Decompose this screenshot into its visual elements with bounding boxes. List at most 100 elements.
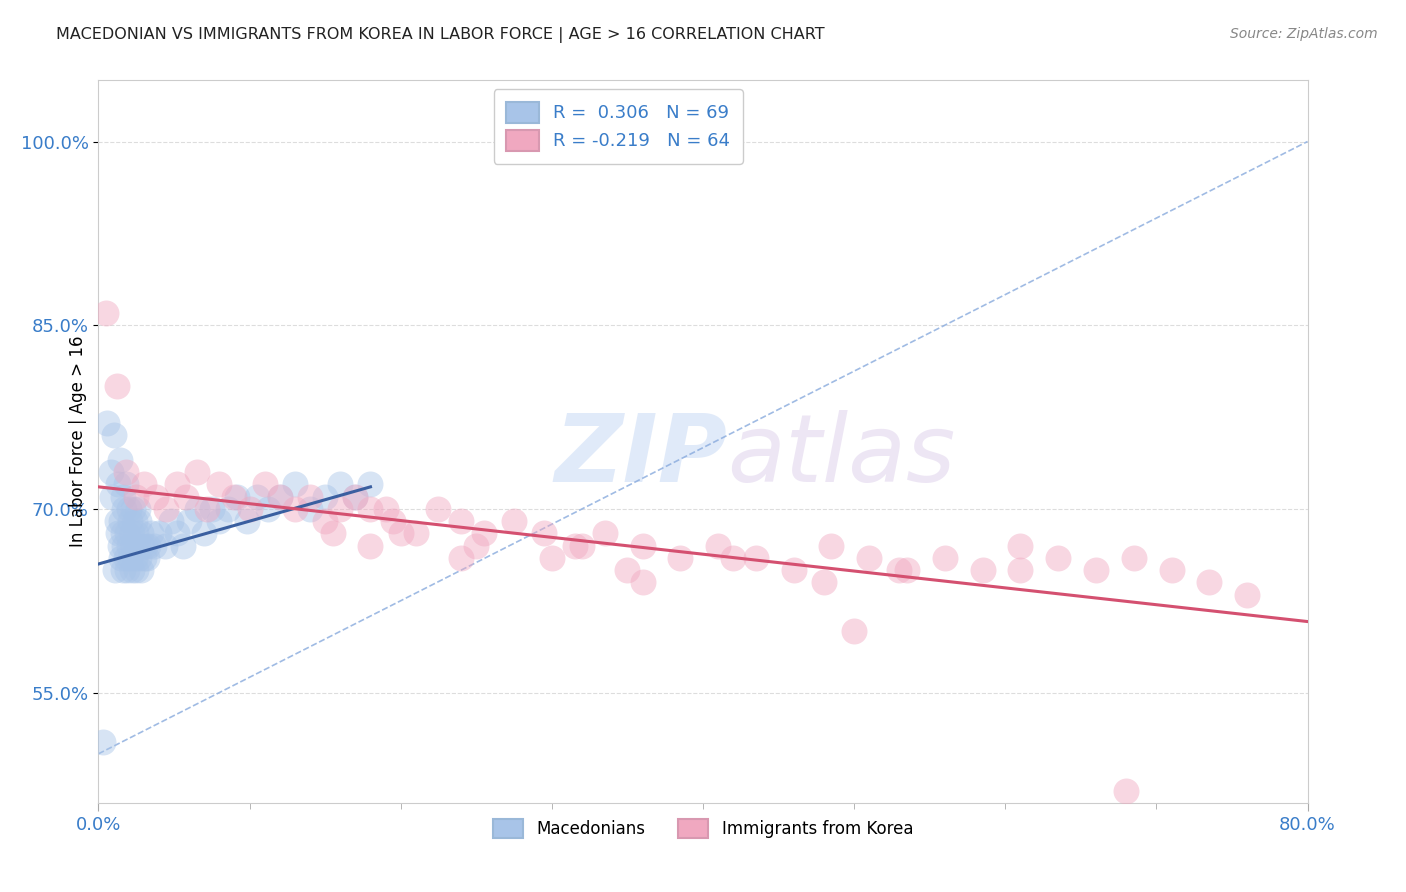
Point — [844, 624, 866, 639]
Point — [125, 563, 148, 577]
Point — [160, 514, 183, 528]
Point — [107, 477, 129, 491]
Point — [127, 502, 149, 516]
Point — [110, 514, 132, 528]
Point — [134, 539, 156, 553]
Point — [132, 477, 155, 491]
Point — [132, 550, 155, 565]
Point — [571, 539, 593, 553]
Point — [329, 502, 352, 516]
Point — [120, 550, 142, 565]
Point — [103, 428, 125, 442]
Point — [172, 539, 194, 553]
Point — [124, 550, 146, 565]
Point — [889, 563, 911, 577]
Point — [783, 563, 806, 577]
Point — [1085, 563, 1108, 577]
Point — [631, 575, 654, 590]
Point — [112, 539, 135, 553]
Y-axis label: In Labor Force | Age > 16: In Labor Force | Age > 16 — [69, 335, 87, 548]
Point — [118, 502, 141, 516]
Point — [124, 514, 146, 528]
Point — [96, 416, 118, 430]
Point — [972, 563, 994, 577]
Point — [104, 563, 127, 577]
Point — [201, 502, 224, 516]
Point — [631, 539, 654, 553]
Point — [166, 526, 188, 541]
Point — [299, 490, 322, 504]
Text: ZIP: ZIP — [554, 410, 727, 502]
Point — [100, 465, 122, 479]
Point — [118, 539, 141, 553]
Point — [186, 465, 208, 479]
Point — [360, 477, 382, 491]
Point — [122, 502, 145, 516]
Point — [344, 490, 367, 504]
Point — [450, 514, 472, 528]
Point — [472, 526, 495, 541]
Point — [195, 502, 218, 516]
Point — [820, 539, 842, 553]
Point — [125, 526, 148, 541]
Point — [314, 490, 336, 504]
Point — [107, 526, 129, 541]
Point — [111, 526, 134, 541]
Point — [299, 502, 322, 516]
Point — [813, 575, 835, 590]
Point — [122, 539, 145, 553]
Point — [533, 526, 555, 541]
Point — [129, 563, 152, 577]
Point — [128, 514, 150, 528]
Point — [166, 477, 188, 491]
Point — [174, 490, 197, 504]
Point — [745, 550, 768, 565]
Point — [329, 477, 352, 491]
Point — [208, 514, 231, 528]
Point — [374, 502, 396, 516]
Point — [136, 539, 159, 553]
Point — [114, 477, 136, 491]
Text: Source: ZipAtlas.com: Source: ZipAtlas.com — [1230, 27, 1378, 41]
Point — [121, 563, 143, 577]
Point — [1160, 563, 1182, 577]
Point — [405, 526, 427, 541]
Point — [1198, 575, 1220, 590]
Point — [112, 502, 135, 516]
Point — [115, 563, 138, 577]
Point — [115, 526, 138, 541]
Point — [503, 514, 526, 528]
Point — [108, 453, 131, 467]
Point — [111, 563, 134, 577]
Point — [110, 550, 132, 565]
Point — [141, 526, 163, 541]
Point — [108, 539, 131, 553]
Point — [858, 550, 880, 565]
Point — [145, 490, 167, 504]
Point — [593, 526, 616, 541]
Point — [427, 502, 450, 516]
Point — [148, 526, 170, 541]
Point — [224, 490, 246, 504]
Point — [256, 502, 278, 516]
Point — [934, 550, 956, 565]
Point — [121, 526, 143, 541]
Point — [564, 539, 586, 553]
Point — [193, 526, 215, 541]
Point — [101, 490, 124, 504]
Point — [105, 514, 128, 528]
Point — [723, 550, 745, 565]
Point — [1010, 563, 1032, 577]
Point — [246, 490, 269, 504]
Point — [896, 563, 918, 577]
Point — [179, 514, 201, 528]
Point — [186, 502, 208, 516]
Point — [269, 490, 291, 504]
Point — [1115, 783, 1137, 797]
Point — [217, 502, 239, 516]
Point — [128, 550, 150, 565]
Point — [344, 490, 367, 504]
Point — [153, 539, 176, 553]
Point — [208, 477, 231, 491]
Point — [314, 514, 336, 528]
